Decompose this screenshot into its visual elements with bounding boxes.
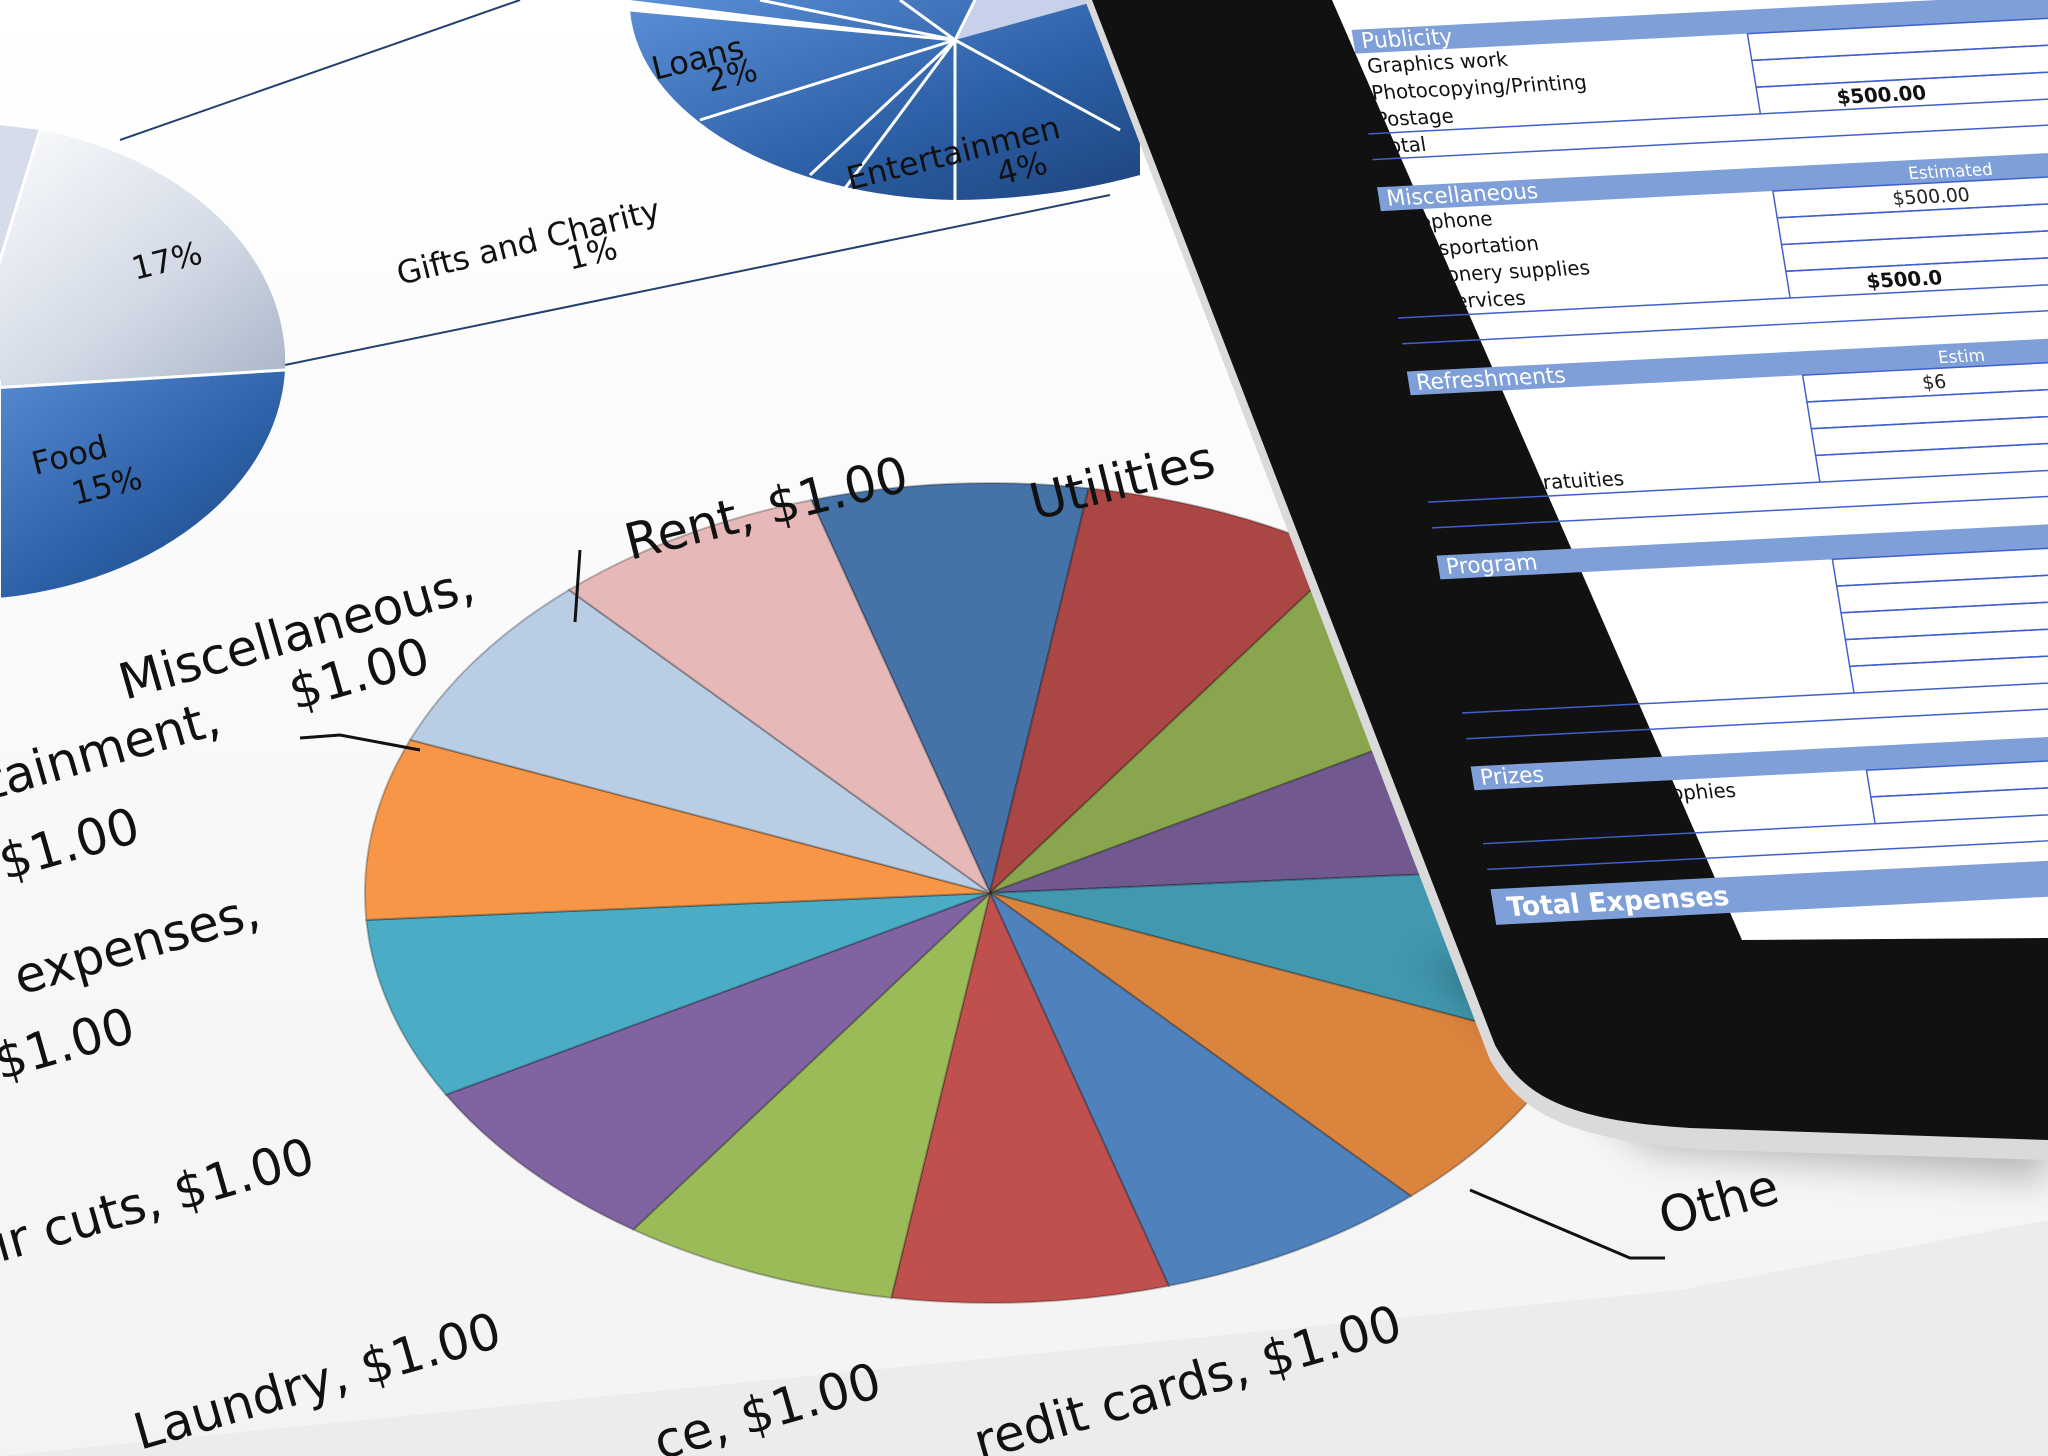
sheet-total-underline-miscellaneous [1402, 303, 2048, 345]
sheet-total-underline-refreshments [1431, 488, 2048, 529]
top-pie-spoke-6 [953, 0, 977, 41]
sheet-total-value-publicity: $500.00 [1835, 81, 1928, 109]
sheet-total-underline-program [1466, 698, 2048, 740]
top-pie-spoke-7 [899, 0, 956, 42]
pie-slice-entertainment [408, 588, 991, 894]
sheet-total-line-program [1461, 692, 1855, 714]
sheet-cell-refreshments-3 [1814, 435, 2048, 483]
sheet-total-label-refreshments: Total [1437, 501, 1487, 526]
section-title-publicity: Publicity [1359, 25, 1454, 55]
sheet-total-line-publicity [1368, 113, 1761, 135]
sheet-item-program-1: Speakers [1455, 603, 1549, 631]
pie-slice-kitchen-expenses [363, 738, 991, 921]
section-header-miscellaneous [1377, 148, 2048, 212]
sheet-total-underline-prizes [1487, 829, 2048, 871]
sheet-total-value-miscellaneous: $500.0 [1865, 266, 1944, 293]
left-pie-slice-food [0, 370, 285, 598]
section-header-prizes [1470, 727, 2048, 791]
section-header-program [1436, 516, 2048, 580]
sheet-item-prizes-1: Gifts [1489, 816, 1538, 841]
leader-line-other [1469, 1188, 1665, 1260]
leader-line-entertainment [299, 733, 421, 752]
sheet-item-refreshments-1: Drinks [1425, 420, 1491, 446]
section-estimated-refreshments: Estim [1936, 345, 1986, 367]
top-pie-spoke-0 [629, 8, 956, 42]
sheet-item-refreshments-0: Food [1421, 394, 1472, 419]
pie-slice-miscellaneous [567, 498, 993, 897]
sheet-first-value-miscellaneous: $500.00 [1891, 185, 1971, 210]
sheet-item-publicity-2: Postage [1374, 105, 1455, 132]
pie-slice-laundry [444, 892, 991, 1231]
top-pie-body [630, 0, 1140, 200]
tablet: $500.00PublicityGraphics workPhotocopyin… [1085, 0, 2048, 1160]
left-pie-dividers [0, 129, 286, 390]
section-title-prizes: Prizes [1478, 763, 1545, 791]
sheet-item-program-0: Performers [1450, 575, 1561, 603]
sheet-cell-publicity-2 [1755, 67, 2048, 115]
paper-edge-shadow [0, 1220, 2048, 1456]
top-pie-light-slice [955, 0, 1100, 40]
divider-line-1 [119, 0, 521, 141]
section-estimated-miscellaneous: Estimated [1907, 159, 1994, 183]
pie-slice-groceries [631, 889, 992, 1299]
leader-line-misc [573, 549, 582, 623]
sheet-cell-miscellaneous-3 [1784, 251, 2048, 299]
sheet-total-label-prizes: Total [1492, 843, 1542, 868]
sheet-item-program-4: Other [1468, 685, 1528, 711]
grand-total-bar [1490, 850, 2048, 925]
section-title-program: Program [1444, 550, 1539, 580]
sheet-total-label-miscellaneous: Total [1407, 317, 1457, 342]
sheet-item-program-3: Hotel [1463, 658, 1519, 684]
sheet-item-program-2: Travel [1458, 631, 1521, 657]
sheet-total-underline-publicity [1372, 119, 2048, 161]
sheet-cell-prizes-1 [1869, 777, 2048, 825]
sheet-item-miscellaneous-0: Telephone [1390, 207, 1494, 235]
sheet-item-refreshments-2: Linens [1429, 447, 1496, 473]
pie-slice-credit-cards [889, 889, 1171, 1304]
sheet-total-line-miscellaneous [1398, 297, 1791, 319]
sheet-total-line-refreshments [1427, 481, 1821, 503]
sheet-total-line-prizes [1482, 822, 1876, 845]
tablet-screen [1332, 0, 2048, 940]
top-pie-spoke-5 [954, 38, 1121, 132]
pie-slice-rent [809, 482, 1091, 897]
top-pie-spoke-8 [759, 0, 956, 42]
section-header-publicity [1351, 0, 2048, 54]
divider-line-2 [284, 194, 1111, 366]
top-pie-spoke-1 [699, 38, 956, 122]
left-pie [0, 125, 286, 600]
left-pie-slice-17 [0, 130, 286, 388]
sheet-total-label-publicity: Total [1378, 133, 1428, 158]
pie-slice-hair-cuts [365, 892, 991, 1096]
section-header-refreshments [1406, 332, 2048, 396]
sheet-cell-program-4 [1848, 646, 2048, 694]
top-pie-spoke-3 [838, 39, 957, 196]
top-pie [629, 0, 1140, 200]
top-pie-spoke-2 [808, 38, 957, 177]
sheet-total-label-program: Total [1471, 712, 1521, 737]
sheet-first-value-refreshments: $6 [1921, 372, 1948, 394]
main-pie-chart [363, 482, 1617, 1304]
pie-slice-other [987, 889, 1413, 1288]
sheet-cell-prizes-0 [1865, 750, 2048, 798]
